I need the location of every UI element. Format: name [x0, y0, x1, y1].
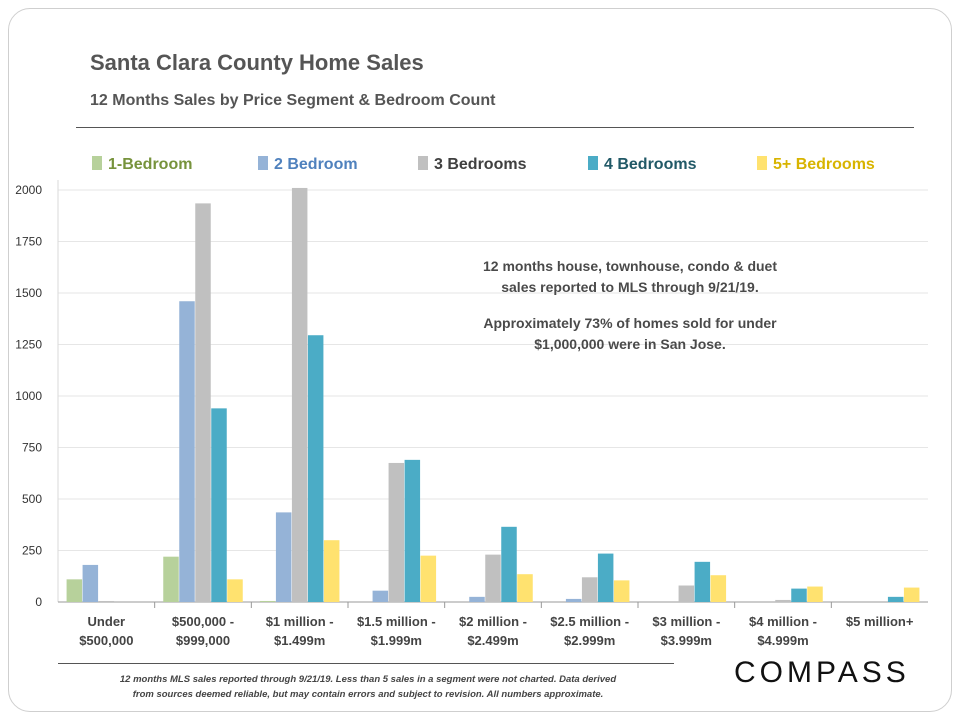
bar: [195, 203, 211, 602]
page-subtitle: 12 Months Sales by Price Segment & Bedro…: [90, 92, 496, 109]
bar: [420, 555, 437, 602]
x-tick-label: $2 million -: [459, 614, 527, 629]
legend-swatch: [258, 156, 268, 170]
legend-label: 4 Bedrooms: [604, 156, 697, 173]
bar: [372, 590, 389, 602]
compass-logo: COMPASS: [734, 656, 910, 689]
legend-label: 3 Bedrooms: [434, 156, 527, 173]
annotation-line-4: $1,000,000 were in San Jose.: [534, 336, 726, 352]
y-tick-label: 1500: [15, 286, 42, 300]
y-tick-label: 750: [22, 441, 42, 455]
footer-divider: [58, 663, 674, 664]
bar: [307, 335, 324, 602]
x-tick-label: $3 million -: [652, 614, 720, 629]
x-tick-label: $500,000: [79, 633, 133, 648]
x-tick-label: $1 million -: [266, 614, 334, 629]
legend-label: 5+ Bedrooms: [773, 156, 875, 173]
x-tick-label: $2.5 million -: [550, 614, 629, 629]
bar: [404, 459, 421, 602]
bar: [82, 564, 99, 602]
bar: [227, 579, 243, 602]
y-tick-label: 1250: [15, 338, 42, 352]
bar: [469, 596, 485, 602]
legend-swatch: [418, 156, 428, 170]
bar: [694, 561, 711, 602]
x-tick-label: $5 million+: [846, 614, 914, 629]
bar: [323, 540, 340, 602]
x-tick-label: Under: [88, 614, 126, 629]
y-tick-label: 0: [35, 595, 42, 609]
chart-annotation: 12 months house, townhouse, condo & duet…: [445, 256, 815, 370]
bar: [807, 586, 823, 602]
y-tick-label: 2000: [15, 183, 42, 197]
y-tick-label: 250: [22, 544, 42, 558]
bar: [581, 577, 598, 602]
bar: [163, 556, 179, 602]
bar: [485, 554, 501, 602]
y-tick-label: 500: [22, 492, 42, 506]
bar: [98, 600, 115, 602]
bar: [517, 574, 533, 602]
header-divider: [76, 127, 914, 128]
bar: [275, 512, 292, 602]
footnote: 12 months MLS sales reported through 9/2…: [58, 672, 678, 702]
x-tick-label: $2.499m: [467, 633, 518, 648]
legend-label: 2 Bedroom: [274, 156, 358, 173]
bar: [678, 585, 695, 602]
bar: [259, 600, 276, 602]
x-tick-label: $1.499m: [274, 633, 325, 648]
bar: [613, 580, 630, 602]
bar: [791, 588, 807, 602]
legend-swatch: [757, 156, 767, 170]
bar: [710, 575, 727, 602]
footnote-line-1: 12 months MLS sales reported through 9/2…: [119, 674, 617, 685]
x-tick-label: $4 million -: [749, 614, 817, 629]
bar: [211, 408, 227, 602]
x-tick-label: $4.999m: [757, 633, 808, 648]
legend-swatch: [92, 156, 102, 170]
legend-swatch: [588, 156, 598, 170]
bar: [66, 579, 83, 602]
bar: [501, 526, 517, 602]
bar: [291, 187, 308, 602]
bar: [179, 301, 195, 602]
x-tick-label: $999,000: [176, 633, 230, 648]
annotation-line-3: Approximately 73% of homes sold for unde…: [483, 315, 777, 331]
x-tick-label: $1.5 million -: [357, 614, 436, 629]
bar: [775, 599, 791, 602]
bar: [887, 596, 904, 602]
annotation-line-1: 12 months house, townhouse, condo & duet: [482, 258, 777, 274]
x-tick-label: $2.999m: [564, 633, 615, 648]
footnote-line-2: from sources deemed reliable, but may co…: [132, 689, 604, 700]
bar: [903, 587, 920, 602]
y-tick-label: 1750: [15, 235, 42, 249]
x-tick-label: $1.999m: [371, 633, 422, 648]
y-tick-label: 1000: [15, 389, 42, 403]
page-title: Santa Clara County Home Sales: [90, 50, 424, 75]
legend-label: 1-Bedroom: [108, 156, 192, 173]
bar: [388, 462, 405, 602]
bar: [597, 553, 614, 602]
annotation-line-2: sales reported to MLS through 9/21/19.: [501, 279, 759, 295]
x-tick-label: $3.999m: [661, 633, 712, 648]
x-tick-label: $500,000 -: [172, 614, 234, 629]
bar: [565, 598, 582, 602]
